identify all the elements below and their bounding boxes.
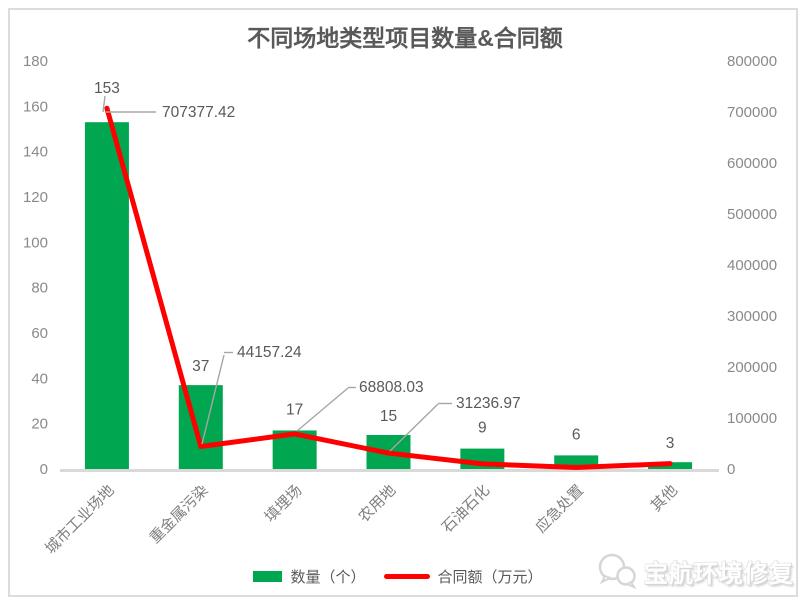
- watermark-text: 宝航环境修复: [644, 560, 794, 588]
- legend-item-contract: 合同额（万元）: [383, 566, 543, 587]
- right-axis-tick-label: 400000: [727, 257, 777, 274]
- left-axis-tick-label: 140: [23, 144, 48, 161]
- right-axis-tick-label: 600000: [727, 155, 777, 172]
- callout-leader-line: [296, 387, 349, 432]
- left-axis-tick-label: 80: [31, 280, 48, 297]
- legend-line-label: 合同额（万元）: [437, 569, 543, 586]
- bar-value-label: 6: [572, 426, 581, 443]
- category-label: 填埋场: [262, 482, 306, 526]
- line-value-callout-label: 68808.03: [359, 379, 424, 396]
- legend-bar-swatch-icon: [253, 571, 283, 582]
- bar-value-label: 17: [286, 401, 303, 418]
- line-value-callout-label: 44157.24: [237, 344, 302, 361]
- category-label: 其他: [648, 482, 681, 515]
- category-label: 应急处置: [532, 481, 587, 536]
- bar-1: [84, 122, 129, 469]
- right-axis-tick-label: 700000: [727, 104, 777, 121]
- right-axis-tick-label: 500000: [727, 206, 777, 223]
- legend-item-count: 数量（个）: [253, 566, 366, 587]
- bar-value-label: 37: [192, 358, 209, 375]
- line-value-callout-label: 707377.42: [162, 104, 235, 121]
- right-axis-tick-label: 200000: [727, 359, 777, 376]
- company-logo-icon: [598, 553, 637, 590]
- bar-value-label: 153: [94, 80, 120, 97]
- bar-value-label: 3: [666, 435, 675, 452]
- legend-line-swatch-icon: [383, 574, 430, 579]
- left-axis-tick-label: 100: [23, 234, 48, 251]
- category-label: 城市工业场地: [42, 482, 118, 558]
- left-axis-tick-label: 120: [23, 189, 48, 206]
- left-axis-tick-label: 60: [31, 325, 48, 342]
- right-axis-tick-label: 0: [727, 461, 735, 478]
- left-axis-tick-label: 20: [31, 416, 48, 433]
- right-axis-tick-label: 100000: [727, 410, 777, 427]
- line-value-callout-label: 31236.97: [456, 395, 521, 412]
- bar-value-label: 15: [380, 408, 397, 425]
- category-label: 重金属污染: [147, 482, 212, 547]
- callout-leader-line: [201, 354, 225, 445]
- left-axis-tick-label: 160: [23, 98, 48, 115]
- left-axis-tick-label: 40: [31, 370, 48, 387]
- right-axis-tick-label: 300000: [727, 308, 777, 325]
- chart-title: 不同场地类型项目数量&合同额: [247, 25, 563, 51]
- bar-value-label: 9: [478, 420, 487, 437]
- line-series: [104, 105, 673, 470]
- left-axis-tick-label: 180: [23, 53, 48, 70]
- legend: 数量（个） 合同额（万元）: [0, 566, 796, 587]
- legend-bar-label: 数量（个）: [290, 569, 366, 586]
- category-label: 农用地: [355, 482, 399, 526]
- callout-leader-line: [102, 95, 106, 113]
- watermark: 宝航环境修复: [595, 549, 794, 593]
- category-label: 石油石化: [439, 482, 493, 536]
- right-axis-tick-label: 800000: [727, 53, 777, 70]
- callout-leader-line: [389, 403, 439, 452]
- left-axis-tick-label: 0: [40, 461, 48, 478]
